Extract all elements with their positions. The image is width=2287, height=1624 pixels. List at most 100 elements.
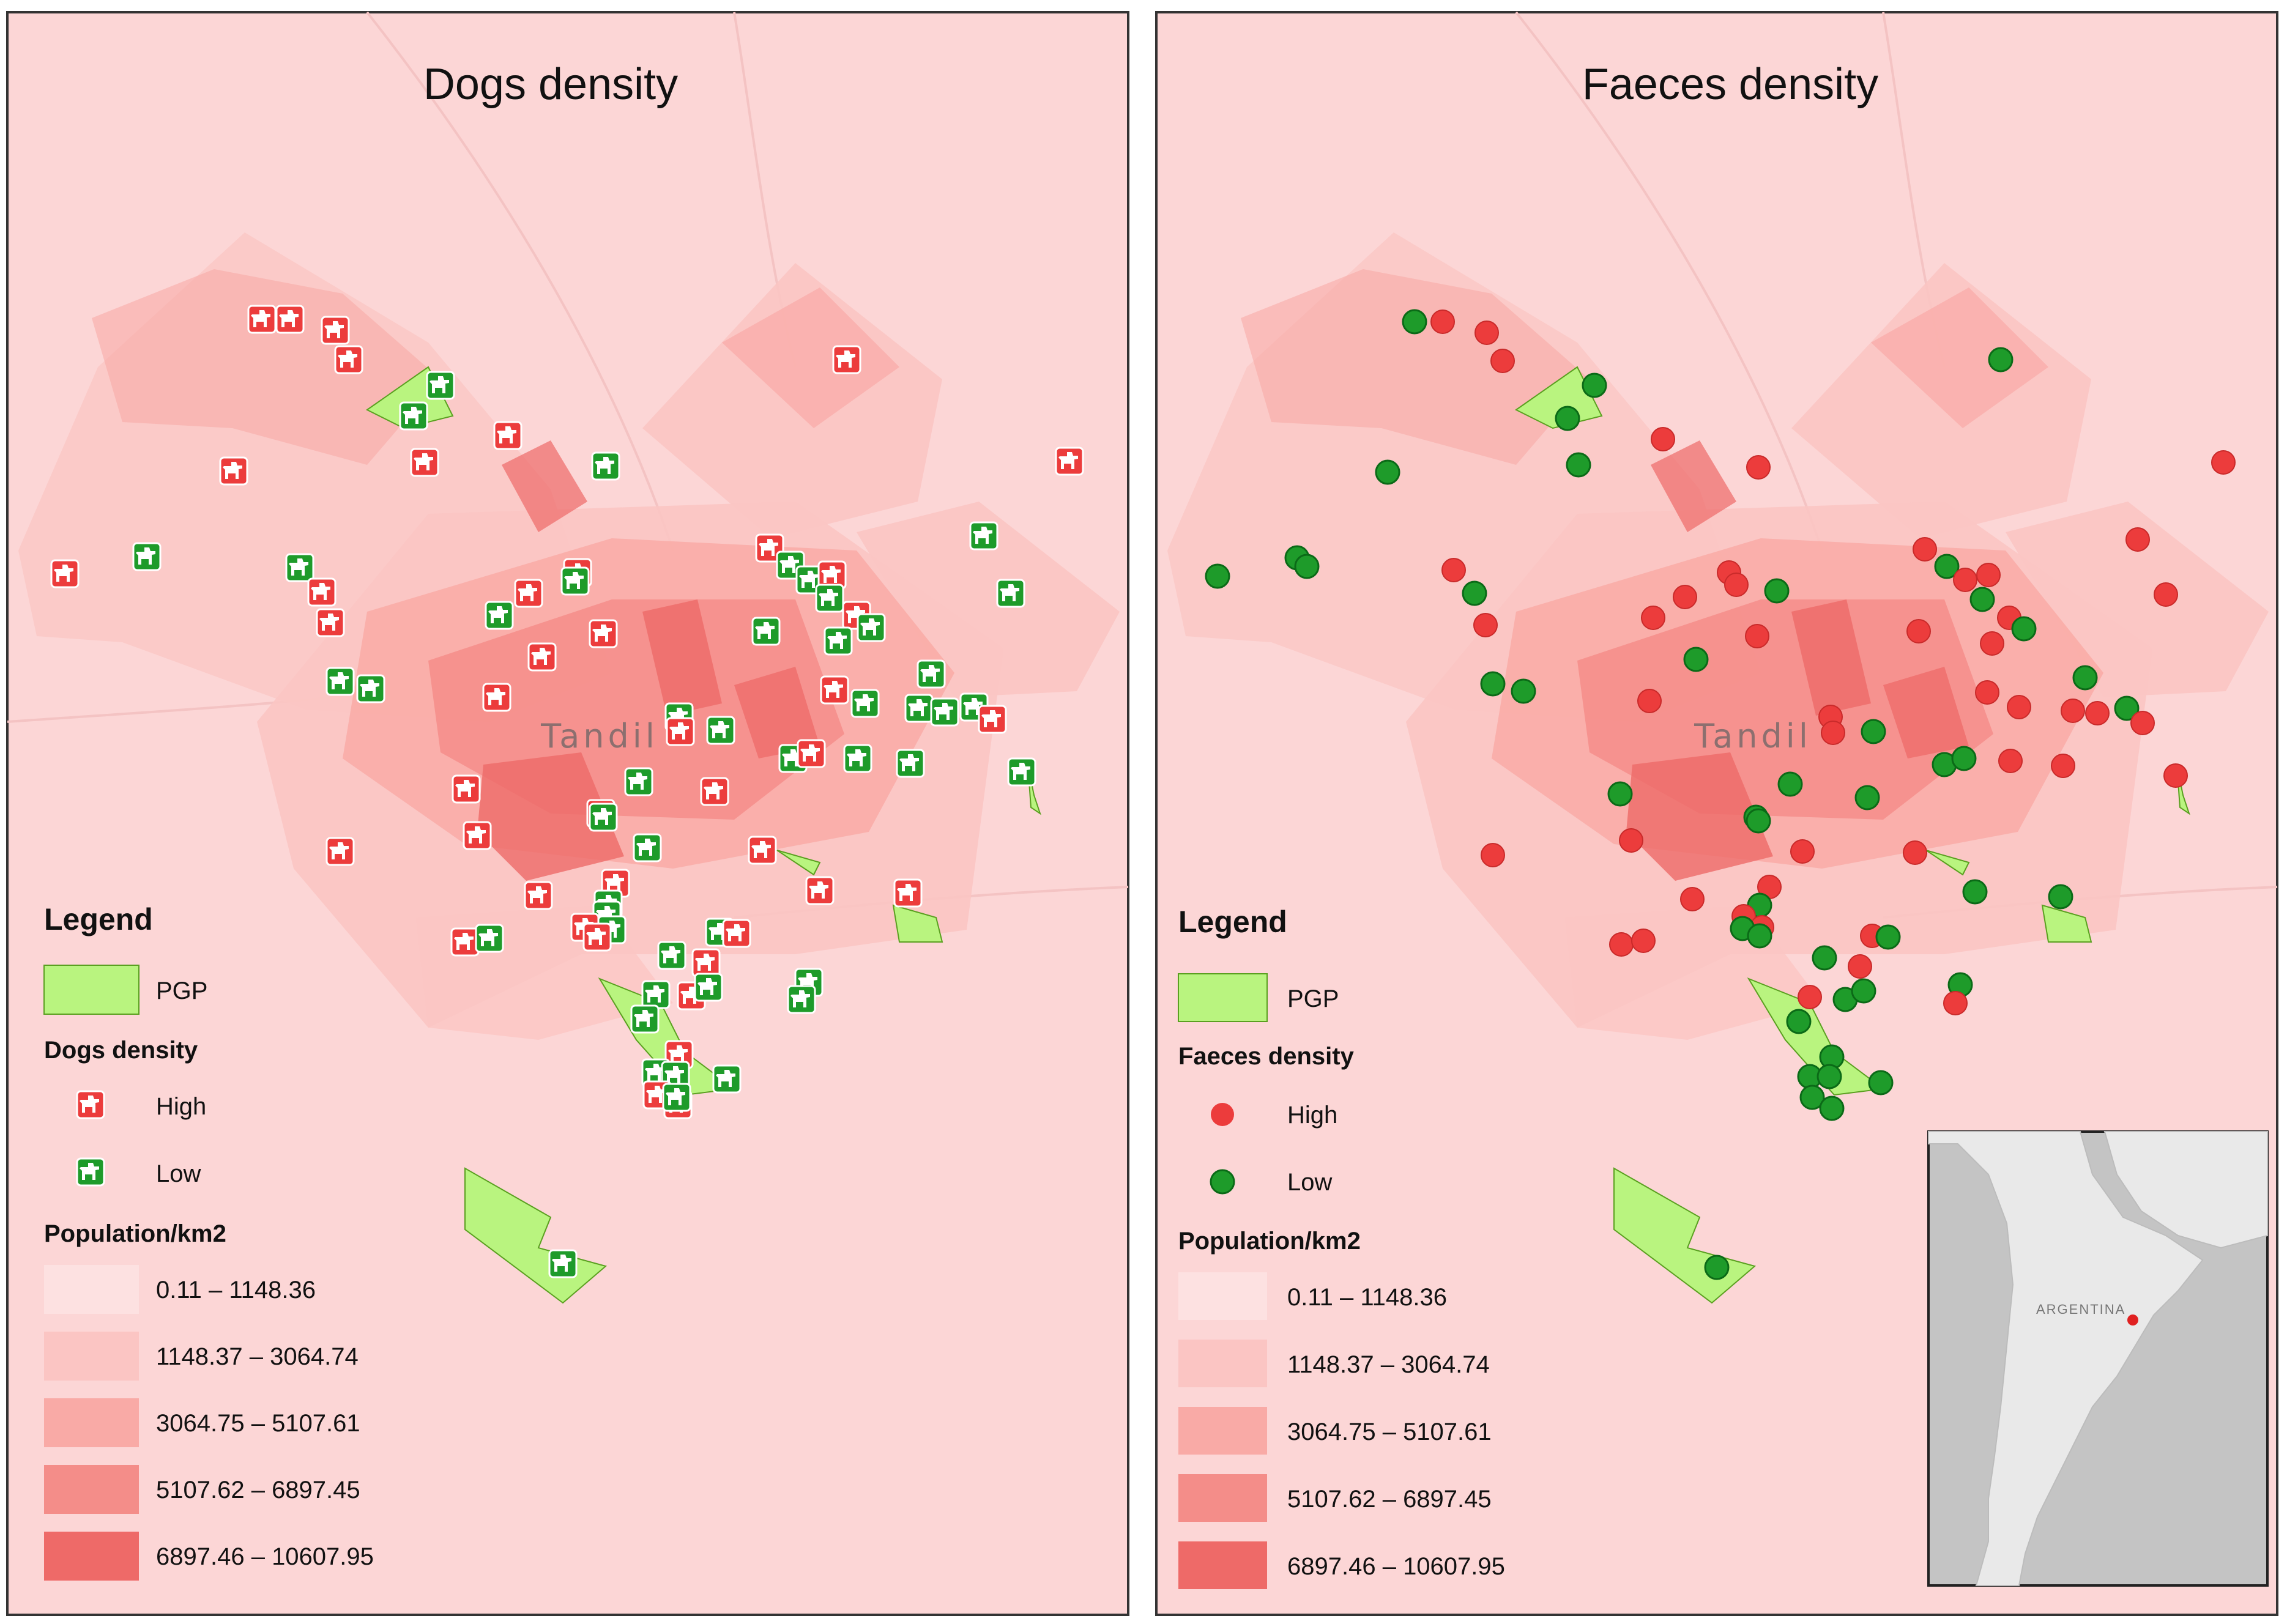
high-dog-marker [514, 579, 543, 608]
panel-title: Faeces density [1582, 60, 1878, 109]
low-dog-marker [969, 521, 998, 551]
neighbor-landmass [2103, 1131, 2268, 1249]
high-faeces-marker [1943, 991, 1968, 1015]
low-faeces-marker [1819, 1096, 1845, 1121]
low-dog-marker [657, 941, 686, 970]
high-faeces-marker [1906, 619, 1931, 643]
low-dog-marker [917, 659, 946, 689]
low-faeces-marker [1402, 309, 1427, 335]
low-dog-marker [624, 767, 653, 796]
high-dog-marker [805, 876, 835, 905]
low-dog-marker [824, 626, 853, 656]
low-dog-marker [641, 980, 671, 1009]
high-dog-marker [893, 878, 923, 908]
low-faeces-marker [2114, 695, 2140, 721]
high-dog-marker [722, 919, 751, 948]
high-faeces-marker [1651, 427, 1675, 451]
high-dog-marker [748, 836, 777, 865]
low-faeces-marker [1511, 678, 1536, 704]
high-label: High [156, 1093, 206, 1120]
legend-heading: Legend [1178, 905, 1287, 939]
low-faeces-marker [1934, 554, 1960, 579]
low-dot-icon [1210, 1169, 1235, 1195]
low-dog-marker [996, 579, 1025, 608]
high-dog-marker [275, 305, 305, 334]
low-faeces-marker [1205, 563, 1230, 589]
high-dog-marker [307, 577, 337, 607]
low-dog-icon [76, 1157, 105, 1187]
class-label-4: 5107.62 – 6897.45 [1287, 1486, 1492, 1513]
low-dog-marker [399, 401, 428, 431]
panel-title: Dogs density [423, 60, 678, 109]
low-dog-marker [475, 924, 504, 953]
high-faeces-marker [1745, 624, 1769, 648]
high-dog-marker [582, 922, 612, 952]
low-dog-marker [132, 542, 162, 571]
high-faeces-marker [1680, 887, 1705, 911]
high-dog-marker [334, 345, 363, 374]
low-dog-marker [630, 1004, 660, 1034]
low-faeces-marker [1969, 587, 1995, 612]
high-faeces-marker [2154, 582, 2178, 607]
south-america-landmass [1928, 1131, 2204, 1586]
high-faeces-marker [1441, 558, 1466, 582]
high-dog-marker [50, 559, 80, 588]
low-dog-marker [1007, 757, 1036, 787]
high-faeces-marker [2163, 763, 2188, 788]
high-faeces-marker [1746, 455, 1771, 480]
low-faeces-marker [1582, 373, 1607, 398]
low-faeces-marker [1854, 785, 1880, 810]
low-dog-marker [850, 689, 880, 718]
inset-map: ARGENTINA [1927, 1130, 2269, 1587]
class-label-5: 6897.46 – 10607.95 [1287, 1553, 1505, 1580]
low-faeces-marker [2072, 665, 2098, 691]
low-faeces-marker [1462, 580, 1487, 606]
legend-faeces: Legend PGP Faeces density High Low Popul… [1178, 905, 1505, 1589]
low-dog-marker [589, 803, 618, 832]
low-dog-marker [706, 716, 735, 745]
high-faeces-marker [1913, 537, 1937, 562]
location-marker [2127, 1314, 2138, 1326]
dog-markers [50, 305, 1084, 1278]
low-label: Low [156, 1160, 201, 1187]
high-faeces-marker [1953, 568, 1977, 592]
legend-dogs: Legend PGP Dogs density High Low Populat… [43, 902, 374, 1581]
low-faeces-marker [1777, 771, 1803, 797]
high-dog-marker [797, 739, 826, 768]
high-faeces-marker [1975, 680, 1999, 705]
class-label-4: 5107.62 – 6897.45 [156, 1477, 360, 1503]
high-dog-marker [978, 705, 1007, 734]
low-dog-marker [787, 985, 816, 1014]
faeces-markers [1205, 309, 2236, 1280]
low-dog-marker [356, 674, 385, 703]
high-dog-marker [527, 642, 557, 672]
high-dot-icon [1211, 1103, 1234, 1126]
low-faeces-marker [1988, 347, 2014, 373]
class-swatches [44, 1265, 139, 1581]
low-faeces-marker [1812, 945, 1837, 971]
low-dog-marker [896, 749, 925, 778]
density-title: Dogs density [44, 1037, 198, 1064]
low-faeces-marker [1375, 459, 1400, 485]
high-faeces-marker [2061, 699, 2085, 723]
low-faeces-marker [1746, 808, 1771, 834]
class-label-3: 3064.75 – 5107.61 [156, 1410, 360, 1437]
low-dog-marker [560, 566, 590, 596]
low-faeces-marker [1786, 1009, 1812, 1034]
low-faeces-marker [1851, 978, 1876, 1004]
high-dog-marker [482, 683, 511, 712]
high-faeces-marker [1641, 606, 1665, 630]
low-faeces-marker [2048, 884, 2073, 910]
low-faeces-marker [1566, 452, 1591, 478]
low-dog-marker [548, 1249, 578, 1278]
high-dog-marker [700, 777, 729, 806]
high-faeces-marker [1980, 631, 2004, 656]
low-dog-marker [325, 667, 355, 696]
high-dog-marker [316, 608, 345, 637]
high-faeces-marker [2125, 527, 2150, 552]
class-label-1: 0.11 – 1148.36 [1287, 1284, 1447, 1311]
pgp-swatch [1178, 973, 1268, 1022]
high-faeces-marker [2130, 711, 2155, 735]
high-label: High [1287, 1102, 1337, 1129]
low-dog-marker [712, 1064, 742, 1094]
